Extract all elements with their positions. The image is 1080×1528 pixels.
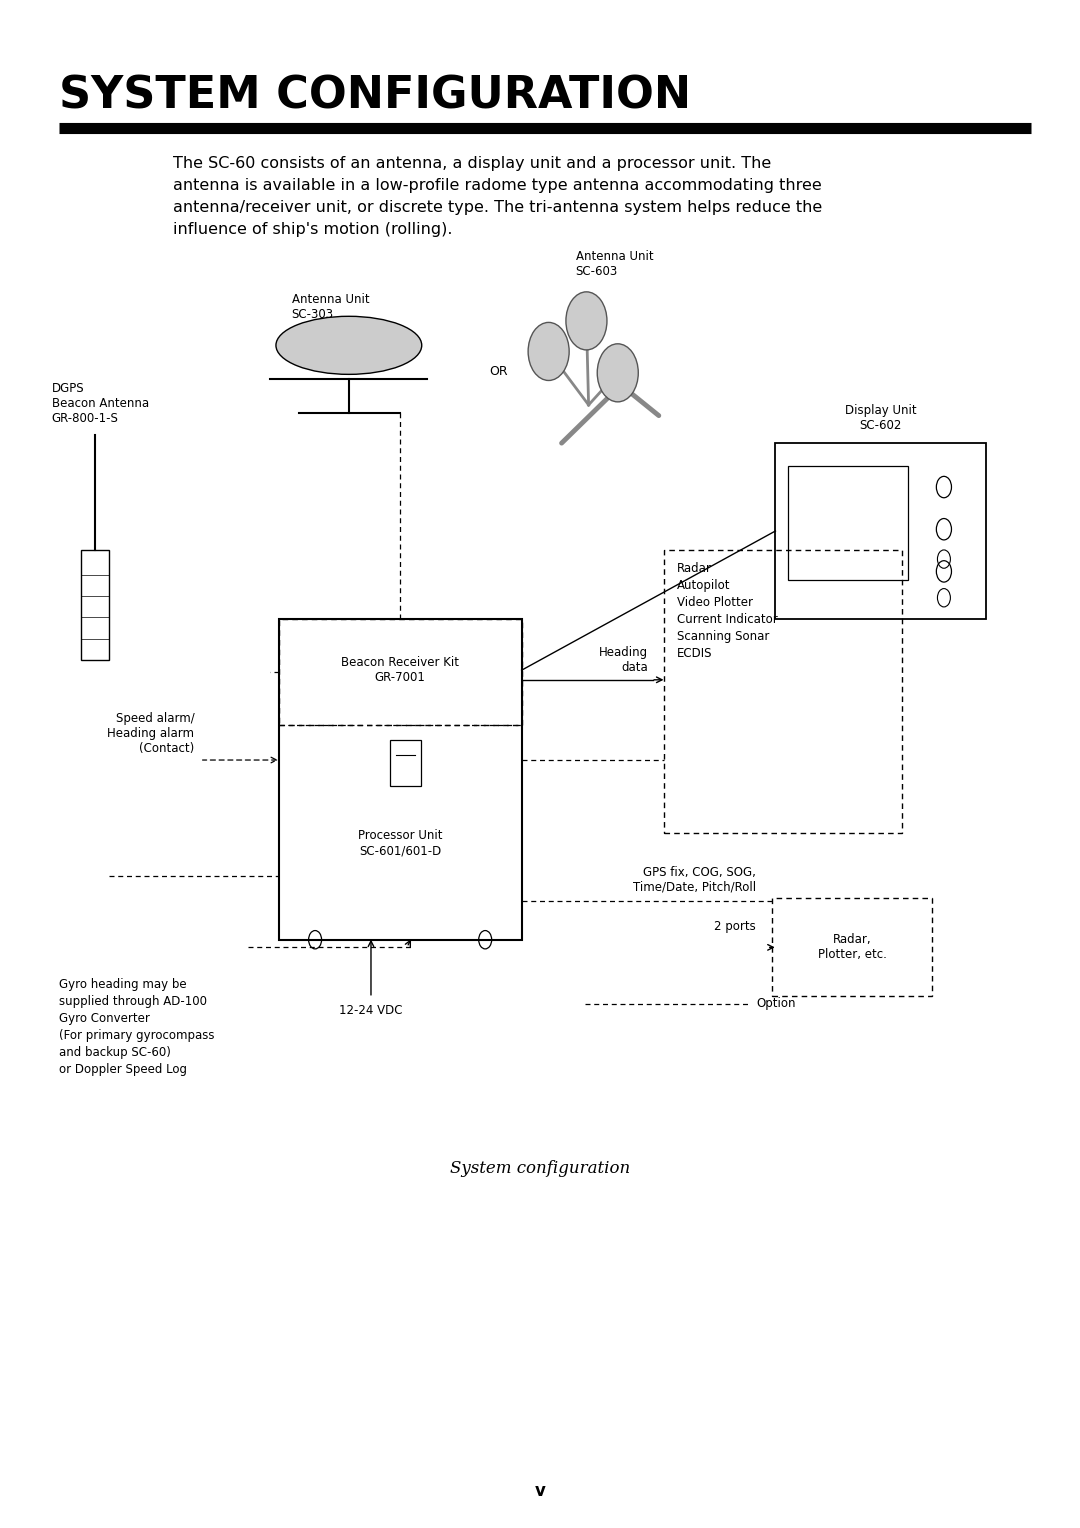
Text: Beacon Receiver Kit
GR-7001: Beacon Receiver Kit GR-7001 [341,656,459,683]
Text: Gyro heading may be
supplied through AD-100
Gyro Converter
(For primary gyrocomp: Gyro heading may be supplied through AD-… [59,978,215,1076]
Bar [664,550,902,833]
Text: Display Unit
SC-602: Display Unit SC-602 [845,405,917,432]
Text: System configuration: System configuration [450,1160,630,1178]
Text: 12-24 VDC: 12-24 VDC [339,1004,403,1018]
Text: Antenna Unit
SC-303: Antenna Unit SC-303 [292,293,369,321]
Text: Speed alarm/
Heading alarm
(Contact): Speed alarm/ Heading alarm (Contact) [107,712,194,755]
Text: Antenna Unit
SC-603: Antenna Unit SC-603 [576,251,653,278]
Text: GPS fix, COG, SOG,
Time/Date, Pitch/Roll: GPS fix, COG, SOG, Time/Date, Pitch/Roll [633,865,756,894]
Bar [81,550,109,660]
Text: Radar
Autopilot
Video Plotter
Current Indicator
Scanning Sonar
ECDIS: Radar Autopilot Video Plotter Current In… [677,562,778,660]
Text: The SC-60 consists of an antenna, a display unit and a processor unit. The
anten: The SC-60 consists of an antenna, a disp… [173,156,822,237]
Bar [772,898,932,996]
Text: Radar,
Plotter, etc.: Radar, Plotter, etc. [818,934,887,961]
Text: 2 ports: 2 ports [714,920,756,932]
Text: Option: Option [756,998,796,1010]
Ellipse shape [276,316,421,374]
Bar [788,466,908,581]
Circle shape [597,344,638,402]
Bar [391,740,421,785]
Text: Processor Unit
SC-601/601-D: Processor Unit SC-601/601-D [357,830,443,857]
Bar [279,619,522,724]
Text: DGPS
Beacon Antenna
GR-800-1-S: DGPS Beacon Antenna GR-800-1-S [52,382,149,425]
Text: v: v [535,1482,545,1500]
Bar [775,443,986,619]
Text: Heading
data: Heading data [599,646,648,674]
Circle shape [528,322,569,380]
Text: SYSTEM CONFIGURATION: SYSTEM CONFIGURATION [59,75,691,118]
Bar [279,619,522,940]
Circle shape [566,292,607,350]
Text: OR: OR [489,365,509,377]
